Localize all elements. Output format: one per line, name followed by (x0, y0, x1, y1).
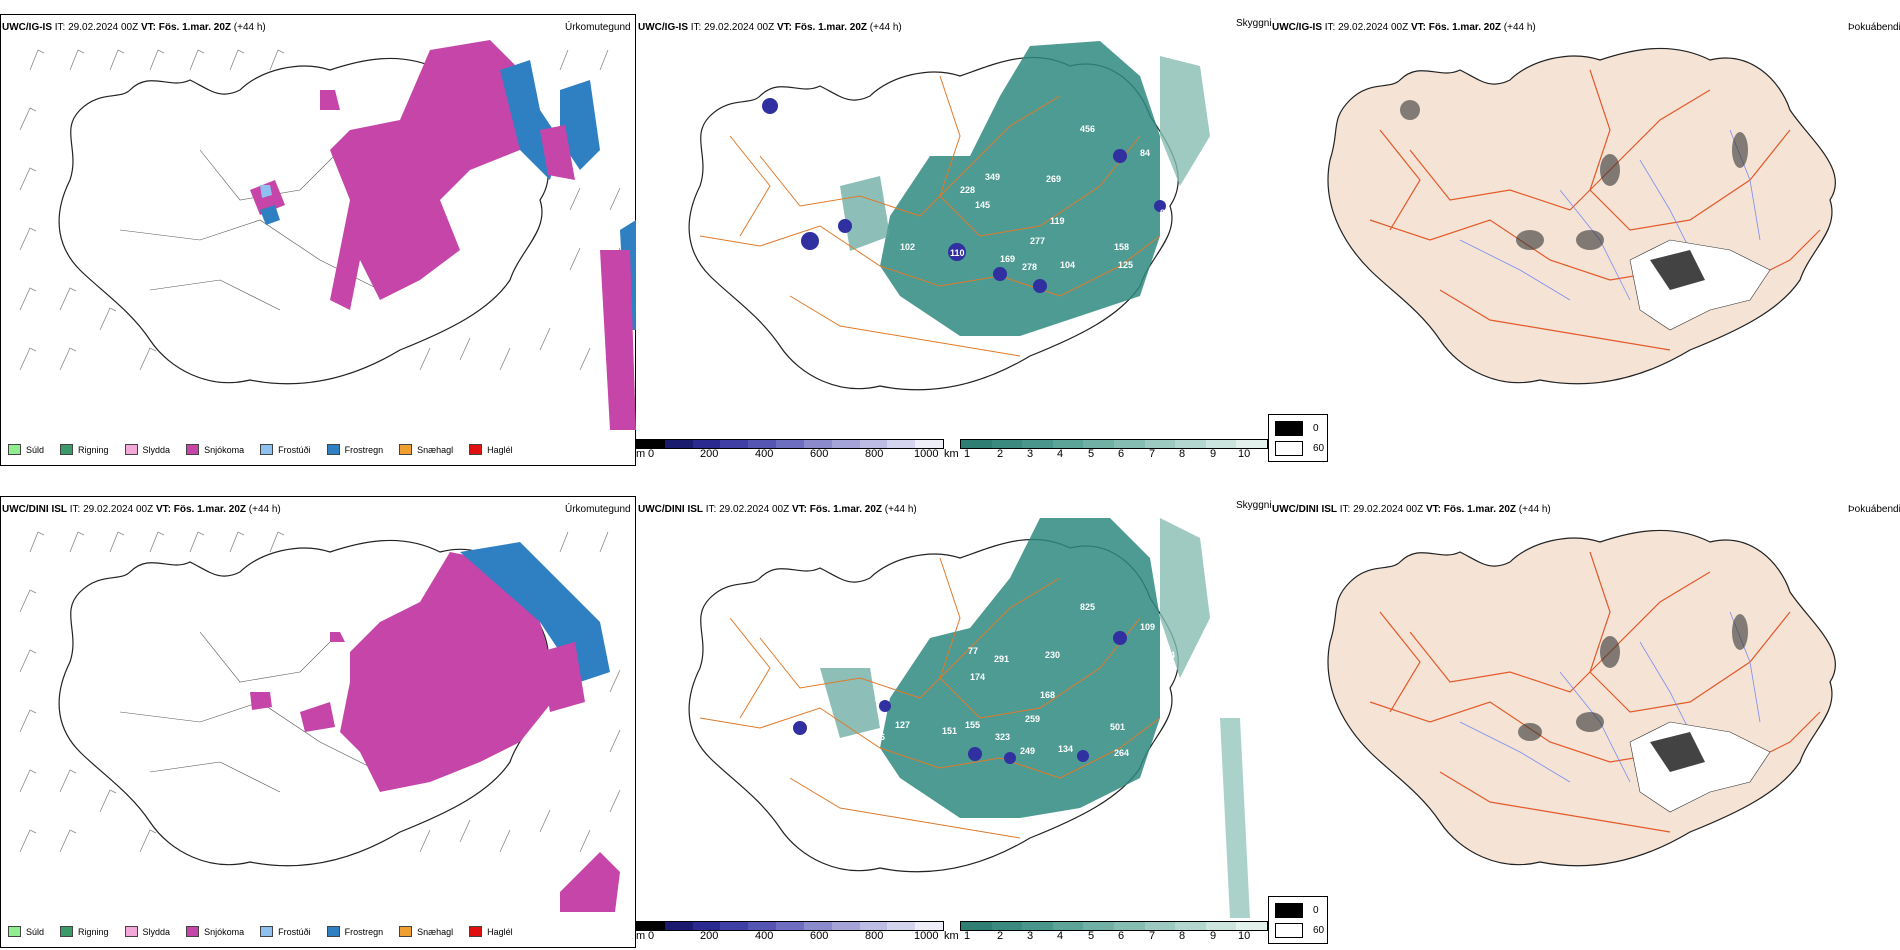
legend-item: Súld (8, 444, 44, 455)
vis-title-2: Skyggni (1236, 500, 1272, 511)
legend-item: Frostregn (326, 444, 383, 455)
low-visibility-area (880, 41, 1160, 336)
legend-item: Slydda (124, 926, 170, 937)
legend-item: Snjókoma (186, 444, 244, 455)
svg-text:125: 125 (1118, 260, 1133, 270)
fog-title-2: Þokuábendi (1848, 504, 1900, 515)
svg-text:119: 119 (1050, 216, 1065, 226)
ptype-legend-1: Súld Rigning Slydda Snjókoma Frostúði Fr… (8, 444, 529, 455)
legend-item: Frostúði (260, 926, 311, 937)
svg-text:102: 102 (900, 242, 915, 252)
svg-text:104: 104 (1060, 260, 1075, 270)
svg-text:169: 169 (1000, 254, 1015, 264)
legend-item: Haglél (469, 926, 513, 937)
fog-header-2: UWC/DINI ISL IT: 29.02.2024 00Z VT: Fös.… (1272, 504, 1551, 515)
fog-title-1: Þokuábendi (1848, 22, 1900, 33)
lead-time: (+44 h) (233, 22, 266, 33)
svg-text:145: 145 (975, 200, 990, 210)
vt-label: VT: (140, 22, 156, 33)
ptype-title-1: Úrkomutegund (565, 22, 631, 33)
legend-item: Haglél (469, 444, 513, 455)
svg-text:155: 155 (965, 720, 980, 730)
ptype-header-1: UWC/IG-IS IT: 29.02.2024 00Z VT: Fös. 1.… (2, 22, 266, 33)
svg-text:278: 278 (1022, 262, 1037, 272)
svg-text:77: 77 (968, 646, 978, 656)
svg-text:84: 84 (1140, 148, 1150, 158)
svg-text:264: 264 (1114, 748, 1129, 758)
vis-header-1: UWC/IG-IS IT: 29.02.2024 00Z VT: Fös. 1.… (638, 22, 902, 33)
legend-item: Snæhagl (399, 444, 453, 455)
ptype-title-2: Úrkomutegund (565, 504, 631, 515)
vis-title-1: Skyggni (1236, 18, 1272, 29)
svg-text:151: 151 (942, 726, 957, 736)
legend-item: Rigning (60, 926, 109, 937)
legend-item: Rigning (60, 444, 109, 455)
visibility-colorbar-labels-2: km 1 2 3 4 5 6 7 8 9 10 (944, 930, 1251, 942)
road-network (699, 75, 1161, 357)
legend-item: Frostúði (260, 444, 311, 455)
it-label: IT: (54, 22, 66, 33)
legend-item: Snæhagl (399, 926, 453, 937)
svg-text:80: 80 (1160, 682, 1170, 692)
svg-text:110: 110 (950, 248, 965, 258)
ceiling-colorbar-labels-1: m 0 200 400 600 800 1000 (636, 448, 939, 460)
vis-header-2: UWC/DINI ISL IT: 29.02.2024 00Z VT: Fös.… (638, 504, 917, 515)
svg-text:164: 164 (1160, 650, 1175, 660)
fog-legend-2: 0 60 (1268, 896, 1328, 944)
svg-text:106: 106 (870, 732, 885, 742)
ceiling-colorbar-2 (636, 921, 944, 931)
fog-header-1: UWC/IG-IS IT: 29.02.2024 00Z VT: Fös. 1.… (1272, 22, 1536, 33)
ptype-legend-2: Súld Rigning Slydda Snjókoma Frostúði Fr… (8, 926, 529, 937)
svg-text:127: 127 (895, 720, 910, 730)
svg-text:349: 349 (985, 172, 1000, 182)
vt-value: Fös. 1.mar. 20Z (158, 22, 232, 33)
legend-item: Frostregn (326, 926, 383, 937)
ptype-map-1 (19, 40, 636, 430)
svg-text:269: 269 (1046, 174, 1061, 184)
ceiling-colorbar-labels-2: m 0 200 400 600 800 1000 (636, 930, 939, 942)
svg-text:168: 168 (1040, 690, 1055, 700)
svg-text:230: 230 (1045, 650, 1060, 660)
svg-text:11: 11 (946, 136, 956, 146)
svg-text:35: 35 (1166, 662, 1176, 672)
svg-text:259: 259 (1025, 714, 1040, 724)
fog-legend-1: 0 60 (1268, 414, 1328, 462)
svg-text:277: 277 (1030, 236, 1045, 246)
svg-text:158: 158 (1114, 242, 1129, 252)
visibility-colorbar-2 (960, 921, 1268, 931)
ceiling-colorbar-1 (636, 439, 944, 449)
svg-text:456: 456 (1080, 124, 1095, 134)
visibility-values: 456 84 65 269 349 145 228 119 80 277 158… (854, 124, 1170, 278)
svg-text:134: 134 (1058, 744, 1073, 754)
snow-area (330, 40, 520, 310)
it-value: 29.02.2024 00Z (68, 22, 139, 33)
ptype-header-2: UWC/DINI ISL IT: 29.02.2024 00Z VT: Fös.… (2, 504, 281, 515)
visibility-colorbar-1 (960, 439, 1268, 449)
model-name: UWC/IG-IS (2, 22, 52, 33)
fog-map-2 (1327, 529, 1836, 867)
vis-map-1: 456 84 65 269 349 145 228 119 80 277 158… (688, 41, 1210, 391)
svg-text:65: 65 (1160, 176, 1170, 186)
svg-text:39: 39 (870, 252, 880, 262)
legend-item: Slydda (124, 444, 170, 455)
svg-text:323: 323 (995, 732, 1010, 742)
visibility-colorbar-labels-1: km 1 2 3 4 5 6 7 8 9 10 (944, 448, 1251, 460)
svg-text:249: 249 (1020, 746, 1035, 756)
svg-text:825: 825 (1080, 602, 1095, 612)
legend-item: Súld (8, 926, 44, 937)
svg-text:228: 228 (960, 185, 975, 195)
legend-item: Snjókoma (186, 926, 244, 937)
svg-text:501: 501 (1110, 722, 1125, 732)
ptype-map-2 (19, 531, 621, 912)
vis-map-2: 825 109 230 291 77 164 35 174 168 80 259… (688, 518, 1250, 918)
svg-text:106: 106 (854, 268, 869, 278)
svg-text:109: 109 (1140, 622, 1155, 632)
fog-map-1 (1327, 47, 1836, 385)
svg-text:291: 291 (994, 654, 1009, 664)
svg-text:80: 80 (1160, 208, 1170, 218)
svg-text:174: 174 (970, 672, 985, 682)
